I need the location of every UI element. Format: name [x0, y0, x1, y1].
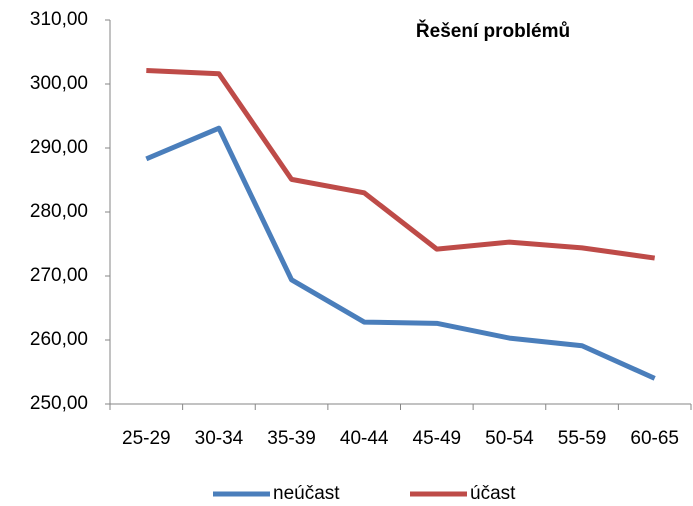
x-tick-label: 40-44 [340, 428, 389, 449]
x-tick-label: 55-59 [558, 428, 607, 449]
x-tick-label: 35-39 [267, 428, 316, 449]
series-line [146, 68, 656, 261]
x-tick-label: 45-49 [413, 428, 462, 449]
y-tick-label: 290,00 [30, 137, 88, 158]
y-tick-label: 270,00 [30, 265, 88, 286]
y-tick-label: 250,00 [30, 393, 88, 414]
y-tick-label: 280,00 [30, 201, 88, 222]
y-tick-label: 310,00 [30, 9, 88, 30]
legend-label: účast [470, 483, 516, 504]
x-tick-label: 60-65 [630, 428, 679, 449]
y-tick-label: 260,00 [30, 329, 88, 350]
x-tick-label: 25-29 [122, 428, 171, 449]
series-line [145, 125, 656, 381]
x-tick-label: 50-54 [485, 428, 534, 449]
legend-label: neúčast [273, 483, 340, 504]
y-tick-label: 300,00 [30, 73, 88, 94]
chart-title: Řešení problémů [416, 20, 570, 42]
x-tick-label: 30-34 [195, 428, 244, 449]
